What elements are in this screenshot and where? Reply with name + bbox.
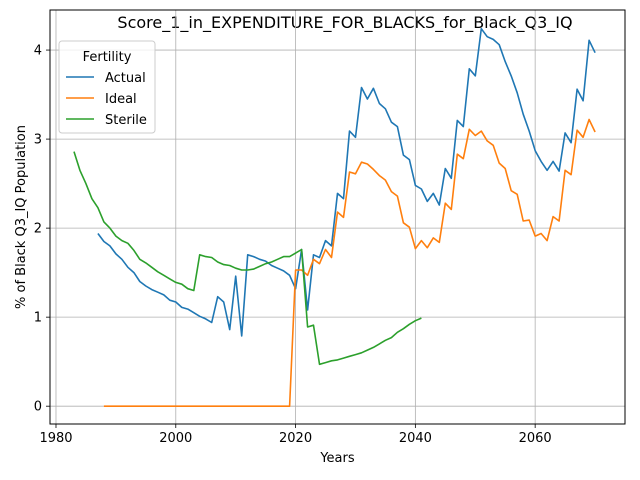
- legend-title: Fertility: [83, 50, 132, 65]
- axis-ticks: 1980 2000 2020 2040 2060 0 1 2 3 4: [34, 44, 552, 446]
- x-tick-label: 2000: [159, 431, 192, 446]
- legend-label-sterile: Sterile: [105, 113, 147, 128]
- x-tick-label: 2060: [519, 431, 552, 446]
- x-axis-title: Years: [319, 451, 355, 466]
- y-tick-label: 1: [34, 311, 42, 326]
- y-tick-label: 4: [34, 44, 42, 59]
- y-axis-title: % of Black Q3_IQ Population: [14, 125, 29, 309]
- legend-label-ideal: Ideal: [105, 92, 137, 107]
- legend-box: [58, 40, 156, 134]
- x-tick-label: 2040: [399, 431, 432, 446]
- legend: Fertility Actual Ideal Sterile: [58, 40, 156, 134]
- y-tick-label: 3: [34, 133, 42, 148]
- y-tick-label: 0: [34, 400, 42, 415]
- y-tick-label: 2: [34, 222, 42, 237]
- x-tick-label: 2020: [279, 431, 312, 446]
- series-line-sterile: [73, 151, 422, 366]
- x-tick-label: 1980: [39, 431, 72, 446]
- series-line-actual: [97, 27, 596, 337]
- series-lines: [73, 27, 596, 408]
- grid-lines: [50, 10, 625, 424]
- plot-frame: [49, 9, 626, 425]
- series-line-ideal: [103, 118, 596, 408]
- chart-title: Score_1_in_EXPENDITURE_FOR_BLACKS_for_Bl…: [117, 13, 572, 33]
- legend-label-actual: Actual: [105, 71, 146, 86]
